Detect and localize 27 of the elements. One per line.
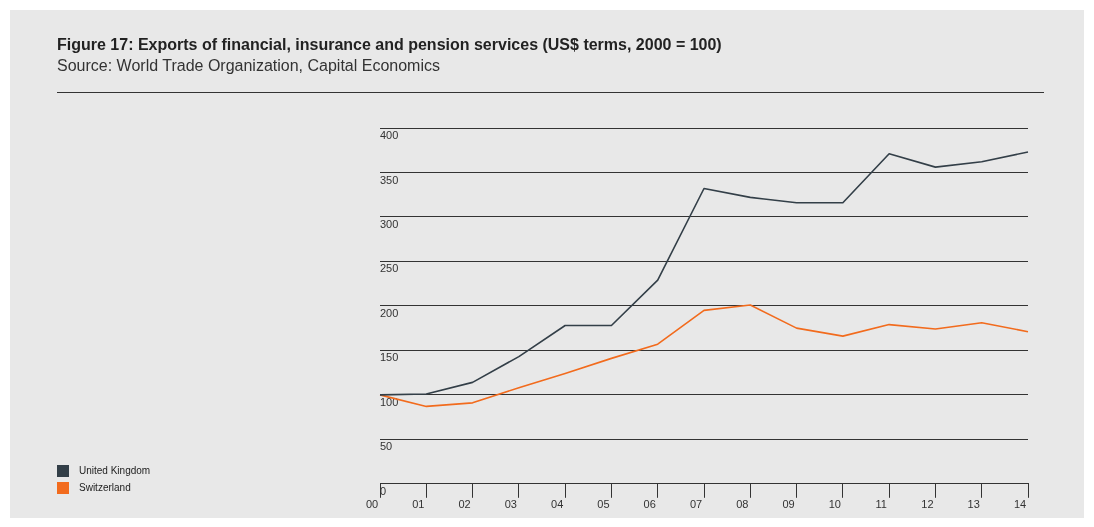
- text: Source: World Trade Organization, Capital Economics: [57, 57, 440, 75]
- y-tick-label: 250: [380, 262, 399, 275]
- x-tick-label: 14: [1013, 498, 1027, 511]
- y-tick-label: 400: [380, 129, 399, 142]
- x-tick-label: 13: [967, 498, 980, 511]
- x-tick-label: 11: [875, 498, 887, 511]
- x-tick-label: 04: [551, 498, 564, 511]
- x-tick-label: 09: [782, 498, 795, 511]
- y-tick-label: 150: [380, 351, 399, 364]
- x-tick-label: 05: [597, 498, 610, 511]
- x-tick-label: 03: [504, 498, 517, 511]
- x-tick-label: 08: [736, 498, 749, 511]
- y-tick-label: 350: [380, 173, 399, 186]
- legend-label: United Kingdom: [79, 465, 151, 476]
- y-tick-label: 300: [380, 217, 399, 230]
- x-tick-label: 01: [412, 498, 425, 511]
- y-tick-label: 100: [380, 395, 399, 408]
- y-tick-label: 200: [380, 306, 399, 319]
- y-tick-label: 50: [380, 440, 393, 453]
- x-tick-label: 00: [365, 498, 379, 511]
- x-tick-label: 02: [458, 498, 471, 511]
- x-tick-label: 06: [643, 498, 656, 511]
- x-tick-label: 07: [689, 498, 703, 511]
- chart-title: Figure 17: Exports of financial, insurance and pension services (US$ terms, 2000 = 100): [57, 36, 722, 54]
- x-tick-label: 12: [921, 498, 934, 511]
- x-tick-label: 10: [828, 498, 841, 511]
- legend-label: Switzerland: [79, 482, 131, 493]
